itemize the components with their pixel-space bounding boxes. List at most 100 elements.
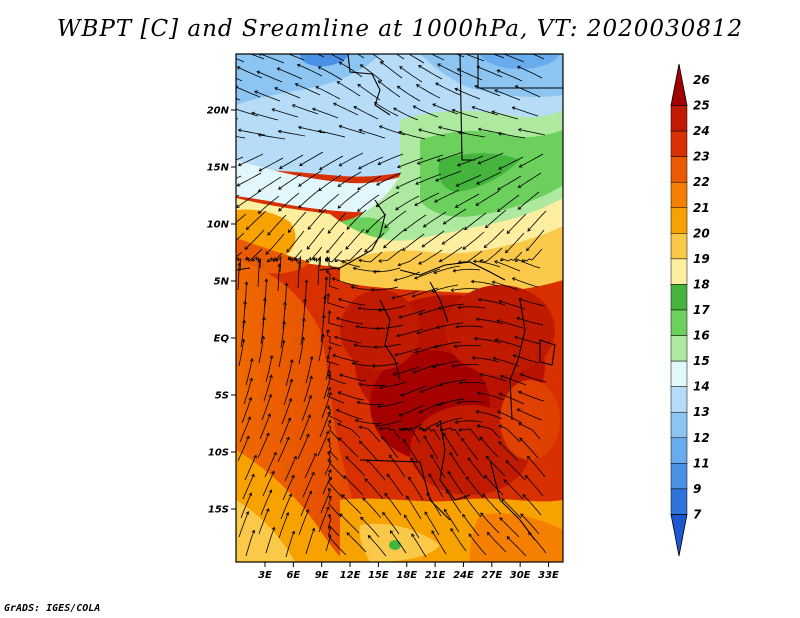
streamline-arrow [375,203,380,208]
streamline [462,514,480,537]
streamline [498,441,519,462]
streamline [458,250,483,263]
streamline-arrow [393,278,398,282]
streamline [382,512,400,535]
lon-label: 15E [368,570,389,581]
streamline-arrow [245,510,250,515]
streamline-arrow [346,532,350,536]
streamline [493,357,520,367]
lon-label: 3E [258,570,272,581]
streamline [468,533,487,556]
streamline-arrow [324,276,329,280]
streamline-arrow [475,410,480,414]
streamline [322,469,332,495]
streamline-arrow [367,535,372,539]
streamline-arrow [370,287,375,292]
lon-label: 27E [481,570,502,581]
streamline-arrow [494,89,498,93]
streamline-arrow [337,422,341,427]
streamline-arrow [435,82,439,86]
streamline-arrow [398,413,403,417]
colorbar-label: 26 [693,73,710,87]
streamline [415,173,442,185]
streamline-arrow [433,344,438,349]
lon-label: 12E [340,570,361,581]
streamline [345,228,365,250]
streamline-arrow [237,162,242,167]
streamline [440,427,461,438]
streamline-arrow [263,297,267,301]
streamline-arrow [326,437,331,442]
streamline-arrow [357,306,362,311]
streamline-arrow [418,128,422,132]
streamline [277,437,290,463]
streamline-arrow [241,338,246,343]
streamline [285,359,293,387]
streamline-arrow [326,404,330,409]
streamline [418,249,443,265]
streamline [301,395,312,422]
streamline-arrow [430,454,434,458]
streamline-arrow [406,495,410,500]
streamline [332,277,359,287]
streamline [467,457,486,480]
streamline [285,531,295,558]
streamline-arrow [218,69,221,72]
streamline [287,211,307,233]
streamline [260,489,272,516]
streamline-arrow [496,410,501,415]
streamline-arrow [327,513,331,518]
streamline [403,439,419,463]
streamline [346,532,367,553]
streamline [466,476,484,499]
streamline-arrow [236,204,240,208]
streamline [471,281,499,287]
streamline-arrow [514,258,519,263]
streamline [455,420,483,423]
streamline [379,381,407,388]
streamline [527,456,546,478]
streamline [336,409,363,420]
colorbar-cell [670,130,688,157]
streamline-arrow [463,226,468,230]
streamline-arrow [521,258,525,263]
streamline [391,290,419,299]
streamline-arrow [305,508,310,513]
colorbar-label: 11 [693,456,710,470]
colorbar-label: 15 [693,354,710,368]
streamline [338,298,366,306]
streamline-arrow [303,298,307,302]
streamline-arrow [437,125,442,130]
streamline-arrow [299,162,303,166]
streamline-arrow [491,280,496,285]
streamline-arrow [381,436,385,440]
streamline [497,69,523,82]
streamline-arrow [264,278,269,282]
streamline-arrow [388,454,393,459]
streamline [395,195,420,211]
streamline-arrow [519,437,523,441]
streamline [284,456,297,482]
streamline-arrow [413,275,418,280]
streamline [518,129,546,136]
streamline-arrow [326,506,330,510]
streamline [278,340,285,368]
streamline-arrow [435,423,440,427]
streamline-arrow [318,187,322,191]
streamline [462,231,485,250]
streamline [359,129,386,139]
streamline [433,265,461,274]
streamline-arrow [336,81,341,85]
streamline-arrow [519,373,524,377]
streamline [274,87,301,99]
streamline [238,511,249,538]
streamline [359,426,381,443]
colorbar-label: 9 [693,482,701,496]
streamline-arrow [416,161,421,165]
streamline-arrow [456,162,461,167]
streamline [328,514,340,537]
colorbar-label: 21 [693,201,710,215]
streamline [455,193,480,208]
streamline-arrow [401,247,406,251]
lon-label: 18E [396,570,417,581]
